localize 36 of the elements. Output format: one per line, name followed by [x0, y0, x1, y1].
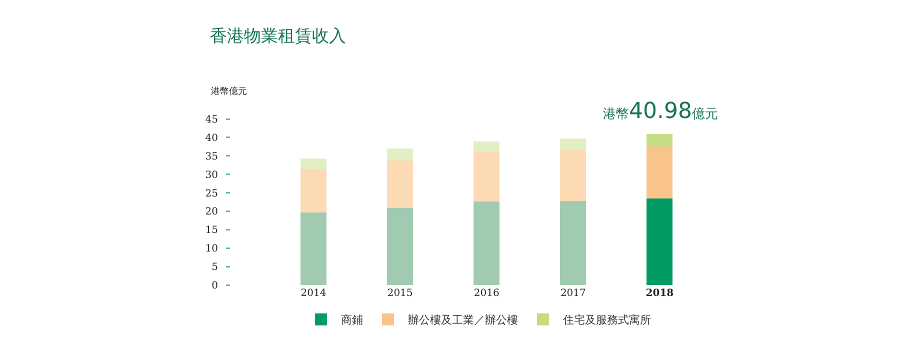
bar [474, 152, 500, 202]
y-tick-label: 15 [205, 225, 218, 236]
y-tick-label: 0 [212, 280, 218, 292]
bar [560, 200, 586, 285]
bar [560, 150, 586, 201]
x-tick-label: 2016 [474, 288, 500, 299]
y-tick-label: 5 [212, 262, 218, 274]
bar [646, 146, 673, 199]
y-tick-label: 25 [205, 188, 218, 200]
y-tick-label: 30 [205, 170, 218, 181]
legend-label: 辦公樓及工業／辦公樓 [408, 314, 518, 327]
bar [646, 198, 673, 285]
y-axis-title: 港幣億元 [211, 86, 247, 97]
bar [300, 169, 326, 212]
legend-label: 住宅及服務式寓所 [562, 314, 651, 327]
bar [474, 142, 500, 152]
legend-label: 商鋪 [340, 314, 363, 327]
chart-title: 香港物業租賃收入 [210, 26, 346, 46]
y-tick-label: 20 [205, 206, 218, 218]
bar [387, 208, 414, 285]
bar [474, 201, 500, 285]
x-tick-label: 2017 [560, 288, 586, 299]
y-tick-label: 10 [205, 244, 218, 255]
bar [646, 134, 673, 146]
y-tick-label: 45 [205, 114, 218, 126]
bar [387, 160, 414, 208]
bar [300, 212, 326, 285]
annotation: 港幣40.98億元 [603, 99, 718, 124]
x-tick-label: 2018 [646, 288, 674, 299]
bar [387, 148, 414, 160]
y-tick-label: 35 [205, 151, 218, 162]
x-tick-label: 2015 [387, 288, 413, 299]
x-tick-label: 2014 [300, 288, 326, 299]
bar [560, 138, 586, 150]
bar [300, 158, 326, 170]
y-tick-label: 40 [205, 132, 218, 144]
